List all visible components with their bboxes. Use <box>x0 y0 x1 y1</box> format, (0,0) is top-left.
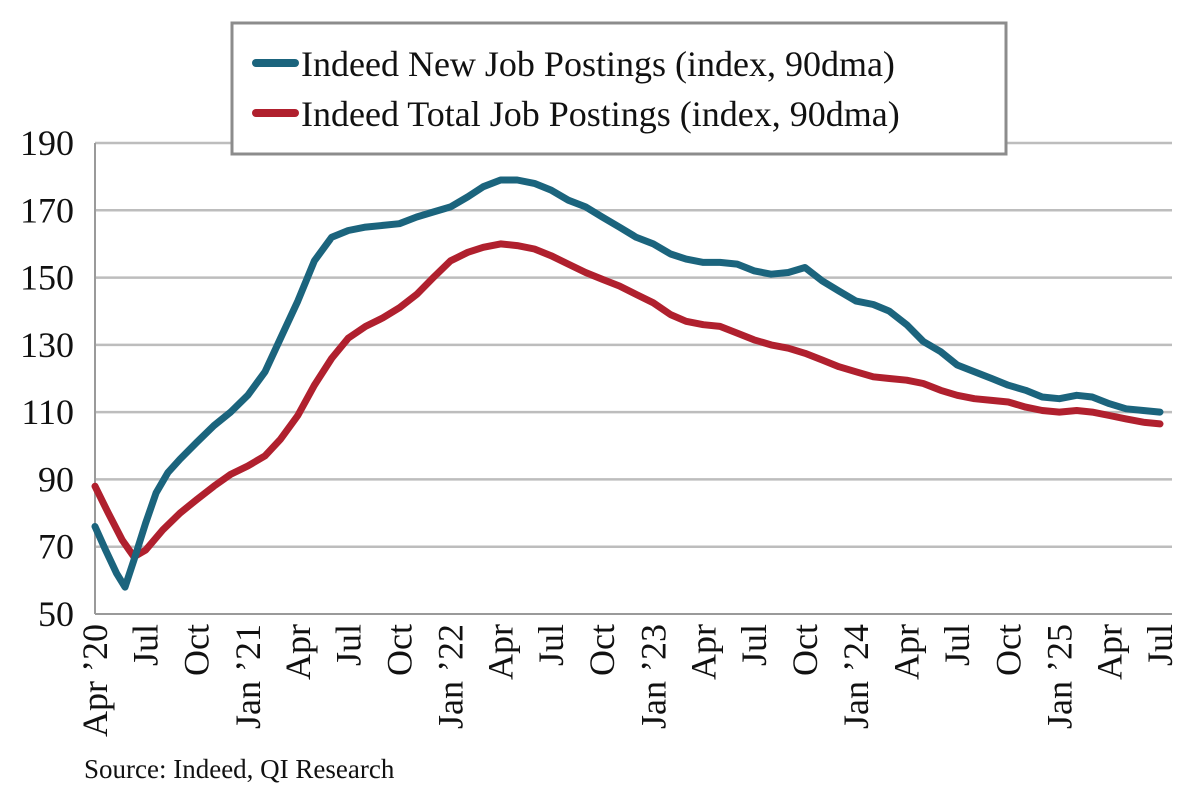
x-tick-label-21: Jul <box>1140 624 1180 666</box>
source-note: Source: Indeed, QI Research <box>84 754 395 784</box>
y-tick-label-170: 170 <box>20 190 74 230</box>
series-line-1 <box>91 240 1164 561</box>
x-tick-label-20: Apr <box>1089 624 1129 680</box>
axes <box>94 143 1172 615</box>
y-tick-label-50: 50 <box>38 594 74 634</box>
y-axis-tick-labels: 50 70 90 110 130 150 170 190 <box>20 123 74 634</box>
x-tick-label-1: Jul <box>126 624 166 666</box>
x-tick-label-2: Oct <box>177 624 217 676</box>
x-tick-label-15: Jan ’24 <box>836 624 876 729</box>
x-tick-label-10: Oct <box>582 624 622 676</box>
legend-label-new-postings: Indeed New Job Postings (index, 90dma) <box>301 44 895 84</box>
y-tick-label-150: 150 <box>20 258 74 298</box>
x-tick-label-14: Oct <box>785 624 825 676</box>
y-tick-label-190: 190 <box>20 123 74 163</box>
x-tick-label-19: Jan ’25 <box>1039 624 1079 729</box>
series-lines <box>91 176 1164 591</box>
x-tick-label-9: Jul <box>531 624 571 666</box>
legend-label-total-postings: Indeed Total Job Postings (index, 90dma) <box>301 94 900 134</box>
y-tick-label-70: 70 <box>38 527 74 567</box>
x-tick-label-0: Apr ’20 <box>75 624 115 737</box>
gridlines <box>95 141 1172 548</box>
x-tick-label-6: Oct <box>379 624 419 676</box>
x-tick-label-18: Oct <box>988 624 1028 676</box>
y-tick-label-130: 130 <box>20 325 74 365</box>
y-tick-label-90: 90 <box>38 459 74 499</box>
x-tick-label-12: Apr <box>683 624 723 680</box>
legend: Indeed New Job Postings (index, 90dma) I… <box>230 21 1008 156</box>
y-tick-label-110: 110 <box>21 392 74 432</box>
x-tick-label-17: Jul <box>937 624 977 666</box>
series-line-0 <box>91 176 1164 591</box>
x-tick-label-16: Apr <box>887 624 927 680</box>
legend-box <box>230 21 1008 156</box>
x-tick-label-5: Jul <box>328 624 368 666</box>
x-axis-tick-labels: Apr ’20 Jul Oct Jan ’21 Apr Jul Oct Jan ’22 Apr J… <box>75 624 1180 737</box>
x-tick-label-3: Jan ’21 <box>228 624 268 729</box>
x-tick-label-4: Apr <box>278 624 318 680</box>
x-tick-label-7: Jan ’22 <box>431 624 471 729</box>
x-tick-label-8: Apr <box>481 624 521 680</box>
x-tick-label-13: Jul <box>734 624 774 666</box>
x-tick-label-11: Jan ’23 <box>633 624 673 729</box>
